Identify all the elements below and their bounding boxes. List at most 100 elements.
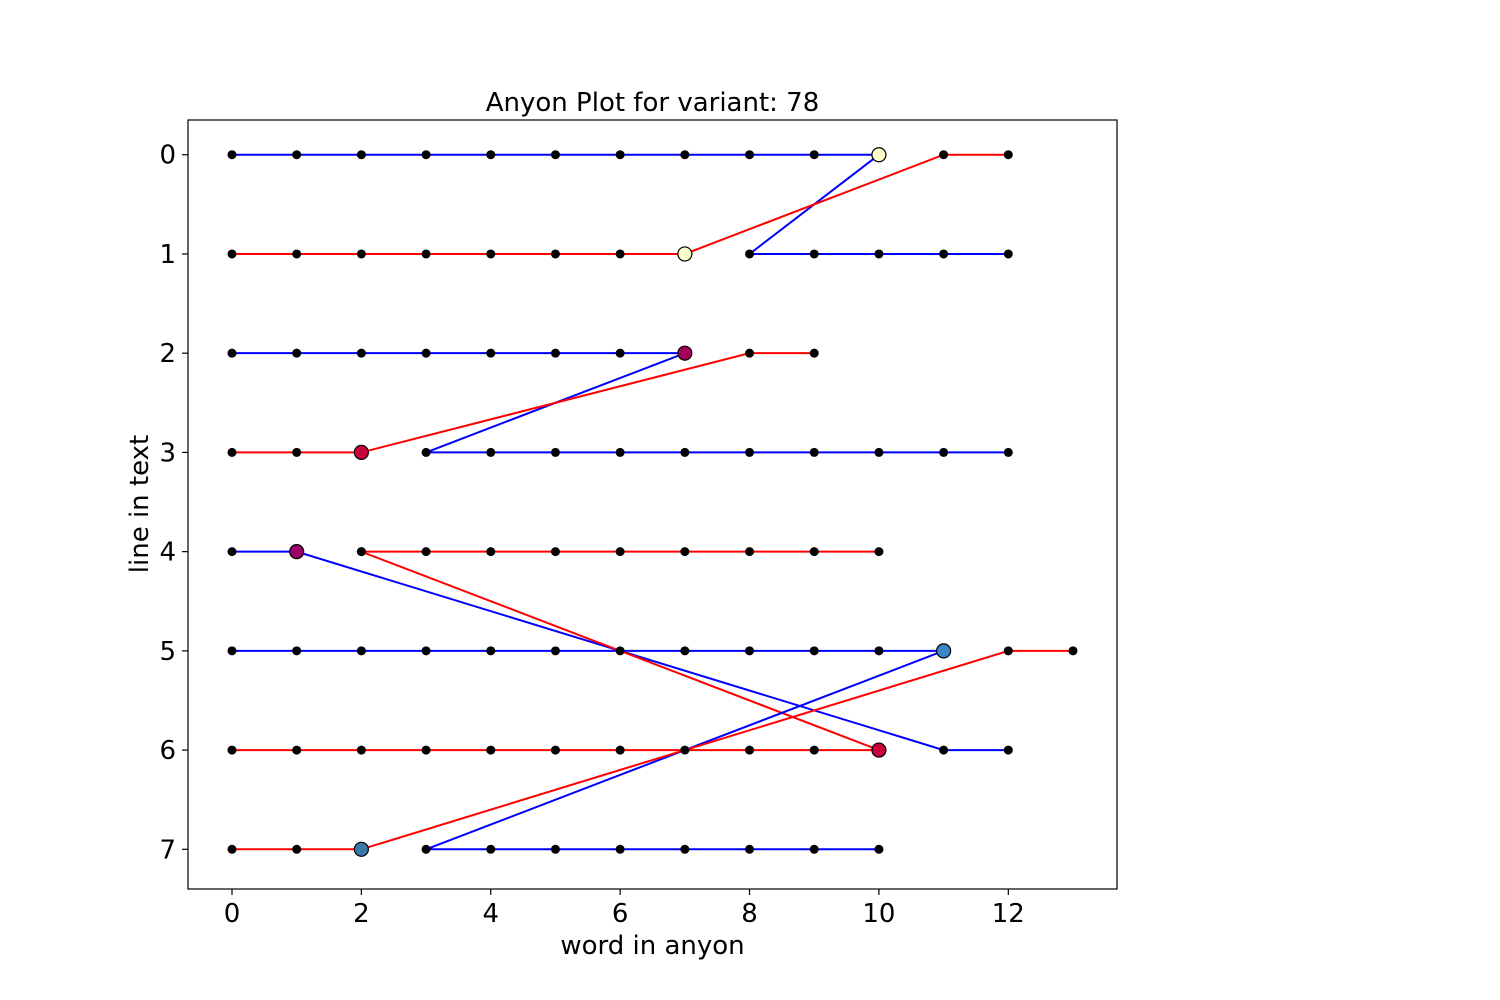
data-point-1-4 xyxy=(421,150,431,160)
data-point-5-1 xyxy=(227,547,237,557)
data-point-2-1 xyxy=(227,249,237,259)
x-tick-label-10: 10 xyxy=(862,899,895,929)
data-point-1-10 xyxy=(809,150,819,160)
data-point-6-9 xyxy=(874,547,884,557)
data-point-1-2 xyxy=(292,150,302,160)
data-point-8-2 xyxy=(292,646,302,656)
data-point-8-4 xyxy=(421,646,431,656)
data-point-9-5 xyxy=(486,745,496,755)
data-point-2-4 xyxy=(421,249,431,259)
series-line-blue-3 xyxy=(231,352,1009,454)
data-point-4-1 xyxy=(227,447,237,457)
data-point-6-3 xyxy=(486,547,496,557)
data-point-1-8 xyxy=(680,150,690,160)
data-point-8-8 xyxy=(680,646,690,656)
data-point-3-15 xyxy=(809,447,819,457)
data-point-2-9 xyxy=(939,150,949,160)
plot-area-frame xyxy=(187,119,1118,890)
data-point-3-2 xyxy=(292,348,302,358)
data-point-3-11 xyxy=(550,447,560,457)
data-point-9-10 xyxy=(809,745,819,755)
y-tick-label-7: 7 xyxy=(159,835,176,865)
data-point-9-4 xyxy=(421,745,431,755)
data-point-6-7 xyxy=(745,547,755,557)
data-point-1-9 xyxy=(745,150,755,160)
x-tick-label-12: 12 xyxy=(992,899,1025,929)
series-line-blue-1 xyxy=(231,153,1009,255)
data-point-2-7 xyxy=(615,249,625,259)
data-point-1-15 xyxy=(939,249,949,259)
data-point-1-16 xyxy=(1003,249,1013,259)
data-point-1-5 xyxy=(486,150,496,160)
data-point-10-4 xyxy=(1003,646,1013,656)
data-point-1-14 xyxy=(874,249,884,259)
data-point-3-3 xyxy=(356,348,366,358)
data-point-8-1 xyxy=(227,646,237,656)
x-tick-label-4: 4 xyxy=(482,899,499,929)
highlight-point-8 xyxy=(353,841,369,857)
highlight-point-4 xyxy=(353,444,369,461)
data-point-3-5 xyxy=(486,348,496,358)
data-point-8-5 xyxy=(486,646,496,656)
data-point-3-18 xyxy=(1003,447,1013,457)
data-point-3-12 xyxy=(615,447,625,457)
data-point-9-2 xyxy=(292,745,302,755)
data-point-9-6 xyxy=(550,745,560,755)
data-point-3-13 xyxy=(680,447,690,457)
data-point-1-7 xyxy=(615,150,625,160)
data-point-6-5 xyxy=(615,547,625,557)
data-point-8-17 xyxy=(680,844,690,854)
data-point-1-1 xyxy=(227,150,237,160)
data-point-4-2 xyxy=(292,447,302,457)
data-point-1-13 xyxy=(809,249,819,259)
data-point-3-6 xyxy=(550,348,560,358)
data-point-2-10 xyxy=(1003,150,1013,160)
data-point-10-2 xyxy=(292,844,302,854)
y-tick-label-1: 1 xyxy=(159,240,176,270)
x-tick-label-8: 8 xyxy=(741,899,758,929)
data-point-6-2 xyxy=(421,547,431,557)
data-point-8-6 xyxy=(550,646,560,656)
data-point-9-9 xyxy=(745,745,755,755)
data-point-9-1 xyxy=(227,745,237,755)
highlight-point-6 xyxy=(936,643,952,659)
y-tick-label-2: 2 xyxy=(159,339,176,369)
y-tick-label-5: 5 xyxy=(159,637,176,667)
series-line-blue-8 xyxy=(231,649,944,851)
data-point-8-18 xyxy=(745,844,755,854)
data-point-8-15 xyxy=(550,844,560,854)
data-point-8-14 xyxy=(486,844,496,854)
data-point-2-2 xyxy=(292,249,302,259)
data-point-1-6 xyxy=(550,150,560,160)
x-tick-label-2: 2 xyxy=(353,899,370,929)
data-point-3-17 xyxy=(939,447,949,457)
series-line-red-4 xyxy=(231,352,815,454)
data-point-1-12 xyxy=(745,249,755,259)
y-tick-label-3: 3 xyxy=(159,438,176,468)
data-point-9-7 xyxy=(615,745,625,755)
data-point-3-1 xyxy=(227,348,237,358)
x-tick-label-6: 6 xyxy=(612,899,629,929)
y-tick-label-6: 6 xyxy=(159,736,176,766)
data-point-8-13 xyxy=(421,844,431,854)
data-point-9-3 xyxy=(356,745,366,755)
x-axis: 0 2 4 6 8 10 12 xyxy=(224,889,1025,929)
data-point-3-7 xyxy=(615,348,625,358)
data-point-10-1 xyxy=(227,844,237,854)
data-point-5-4 xyxy=(1003,745,1013,755)
data-point-8-16 xyxy=(615,844,625,854)
data-point-7-1 xyxy=(356,547,366,557)
chart-title: Anyon Plot for variant: 78 xyxy=(486,88,820,118)
data-point-9-8 xyxy=(680,745,690,755)
series-line-red-2 xyxy=(231,153,1009,255)
data-point-8-11 xyxy=(874,646,884,656)
x-tick-label-0: 0 xyxy=(224,899,241,929)
data-point-3-14 xyxy=(745,447,755,457)
data-point-2-3 xyxy=(356,249,366,259)
data-point-8-19 xyxy=(809,844,819,854)
data-point-6-8 xyxy=(809,547,819,557)
data-point-3-9 xyxy=(421,447,431,457)
data-point-2-6 xyxy=(550,249,560,259)
highlight-point-5 xyxy=(289,544,305,560)
